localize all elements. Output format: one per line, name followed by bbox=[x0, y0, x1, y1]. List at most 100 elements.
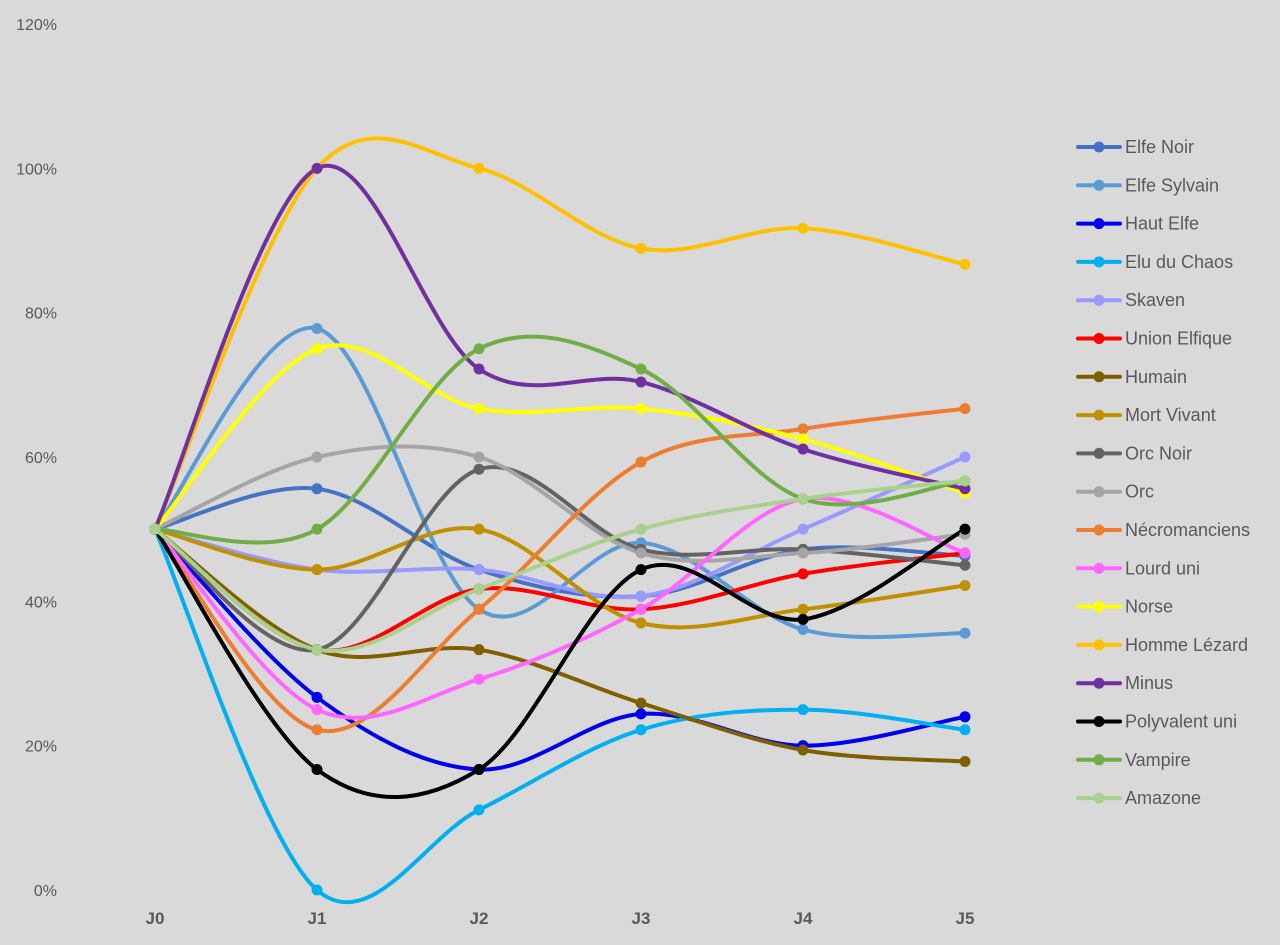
legend-label: Elfe Noir bbox=[1125, 137, 1194, 157]
data-point bbox=[473, 162, 485, 174]
data-point bbox=[959, 756, 971, 768]
data-point bbox=[635, 708, 647, 720]
x-tick-label: J3 bbox=[632, 909, 651, 928]
data-point bbox=[959, 547, 971, 559]
legend-item: Skaven bbox=[1076, 290, 1185, 310]
data-point bbox=[959, 523, 971, 535]
legend-item: Amazone bbox=[1076, 788, 1201, 808]
data-point bbox=[635, 697, 647, 709]
series-line bbox=[153, 326, 967, 640]
data-point bbox=[311, 691, 323, 703]
data-point bbox=[797, 433, 809, 445]
legend-item: Homme Lézard bbox=[1076, 635, 1248, 655]
legend-label: Polyvalent uni bbox=[1125, 712, 1237, 732]
legend-swatch-marker bbox=[1093, 218, 1105, 230]
legend-label: Elfe Sylvain bbox=[1125, 175, 1219, 195]
y-tick-label: 80% bbox=[25, 306, 57, 323]
data-point bbox=[959, 711, 971, 723]
data-point bbox=[311, 323, 323, 335]
data-point bbox=[635, 523, 647, 535]
legend-swatch-marker bbox=[1093, 333, 1105, 344]
legend-swatch-marker bbox=[1093, 371, 1105, 383]
legend-item: Norse bbox=[1076, 597, 1173, 617]
data-point bbox=[797, 704, 809, 716]
data-point bbox=[959, 483, 971, 495]
data-point bbox=[797, 547, 809, 559]
data-point bbox=[797, 222, 809, 234]
data-point bbox=[311, 162, 323, 174]
data-point bbox=[635, 456, 647, 468]
legend-item: Mort Vivant bbox=[1076, 405, 1216, 425]
data-point bbox=[311, 523, 323, 535]
legend-item: Elfe Sylvain bbox=[1076, 175, 1219, 195]
data-point bbox=[635, 547, 647, 559]
data-point bbox=[959, 403, 971, 415]
data-point bbox=[473, 451, 485, 463]
x-tick-label: J2 bbox=[470, 909, 489, 928]
data-point bbox=[959, 451, 971, 463]
series-line bbox=[153, 343, 967, 532]
data-point bbox=[311, 451, 323, 463]
data-point bbox=[473, 804, 485, 816]
data-point bbox=[959, 258, 971, 270]
legend-swatch-marker bbox=[1093, 754, 1105, 766]
data-point bbox=[311, 724, 323, 736]
legend-label: Union Elfique bbox=[1125, 329, 1232, 349]
data-point bbox=[473, 463, 485, 475]
data-point bbox=[473, 564, 485, 576]
data-point bbox=[959, 724, 971, 736]
x-tick-label: J4 bbox=[794, 909, 813, 928]
data-point bbox=[797, 744, 809, 756]
legend-swatch-marker bbox=[1093, 409, 1105, 421]
y-tick-label: 60% bbox=[25, 450, 57, 467]
legend-label: Haut Elfe bbox=[1125, 214, 1199, 234]
series-line bbox=[153, 527, 967, 764]
y-tick-label: 0% bbox=[34, 883, 57, 900]
plot-area bbox=[153, 136, 967, 905]
legend-item: Orc Noir bbox=[1076, 443, 1192, 463]
x-tick-label: J1 bbox=[308, 909, 327, 928]
data-point bbox=[635, 403, 647, 415]
data-point bbox=[797, 523, 809, 535]
data-point bbox=[797, 568, 809, 580]
data-point bbox=[311, 644, 323, 656]
data-point bbox=[635, 603, 647, 615]
data-point bbox=[635, 363, 647, 375]
data-point bbox=[635, 376, 647, 388]
legend-swatch-marker bbox=[1093, 524, 1105, 536]
legend-label: Vampire bbox=[1125, 750, 1191, 770]
legend-label: Nécromanciens bbox=[1125, 520, 1250, 540]
data-point bbox=[311, 564, 323, 576]
x-axis: J0 J1 J2 J3 J4 J5 bbox=[146, 909, 975, 928]
legend-item: Elu du Chaos bbox=[1076, 252, 1233, 272]
y-tick-label: 40% bbox=[25, 594, 57, 611]
legend-swatch-marker bbox=[1093, 179, 1105, 191]
data-point bbox=[635, 564, 647, 576]
data-point bbox=[311, 704, 323, 716]
series-line bbox=[153, 478, 967, 653]
x-tick-label: J0 bbox=[146, 909, 165, 928]
x-tick-label: J5 bbox=[956, 909, 975, 928]
legend-item: Polyvalent uni bbox=[1076, 712, 1237, 732]
legend-label: Skaven bbox=[1125, 290, 1185, 310]
data-point bbox=[959, 559, 971, 571]
legend-swatch-marker bbox=[1093, 486, 1105, 498]
data-point bbox=[473, 523, 485, 535]
data-point bbox=[473, 603, 485, 615]
series-line bbox=[153, 444, 967, 563]
data-point bbox=[473, 673, 485, 685]
legend-label: Mort Vivant bbox=[1125, 405, 1216, 425]
y-tick-label: 100% bbox=[16, 161, 57, 178]
legend-label: Homme Lézard bbox=[1125, 635, 1248, 655]
data-point bbox=[959, 627, 971, 639]
legend-item: Humain bbox=[1076, 367, 1187, 387]
y-axis: 0% 20% 40% 60% 80% 100% 120% bbox=[16, 17, 57, 900]
data-point bbox=[473, 583, 485, 595]
data-point bbox=[797, 613, 809, 625]
data-point bbox=[797, 603, 809, 615]
legend-item: Vampire bbox=[1076, 750, 1191, 770]
legend-label: Amazone bbox=[1125, 788, 1201, 808]
legend-label: Orc bbox=[1125, 482, 1154, 502]
legend-label: Humain bbox=[1125, 367, 1187, 387]
